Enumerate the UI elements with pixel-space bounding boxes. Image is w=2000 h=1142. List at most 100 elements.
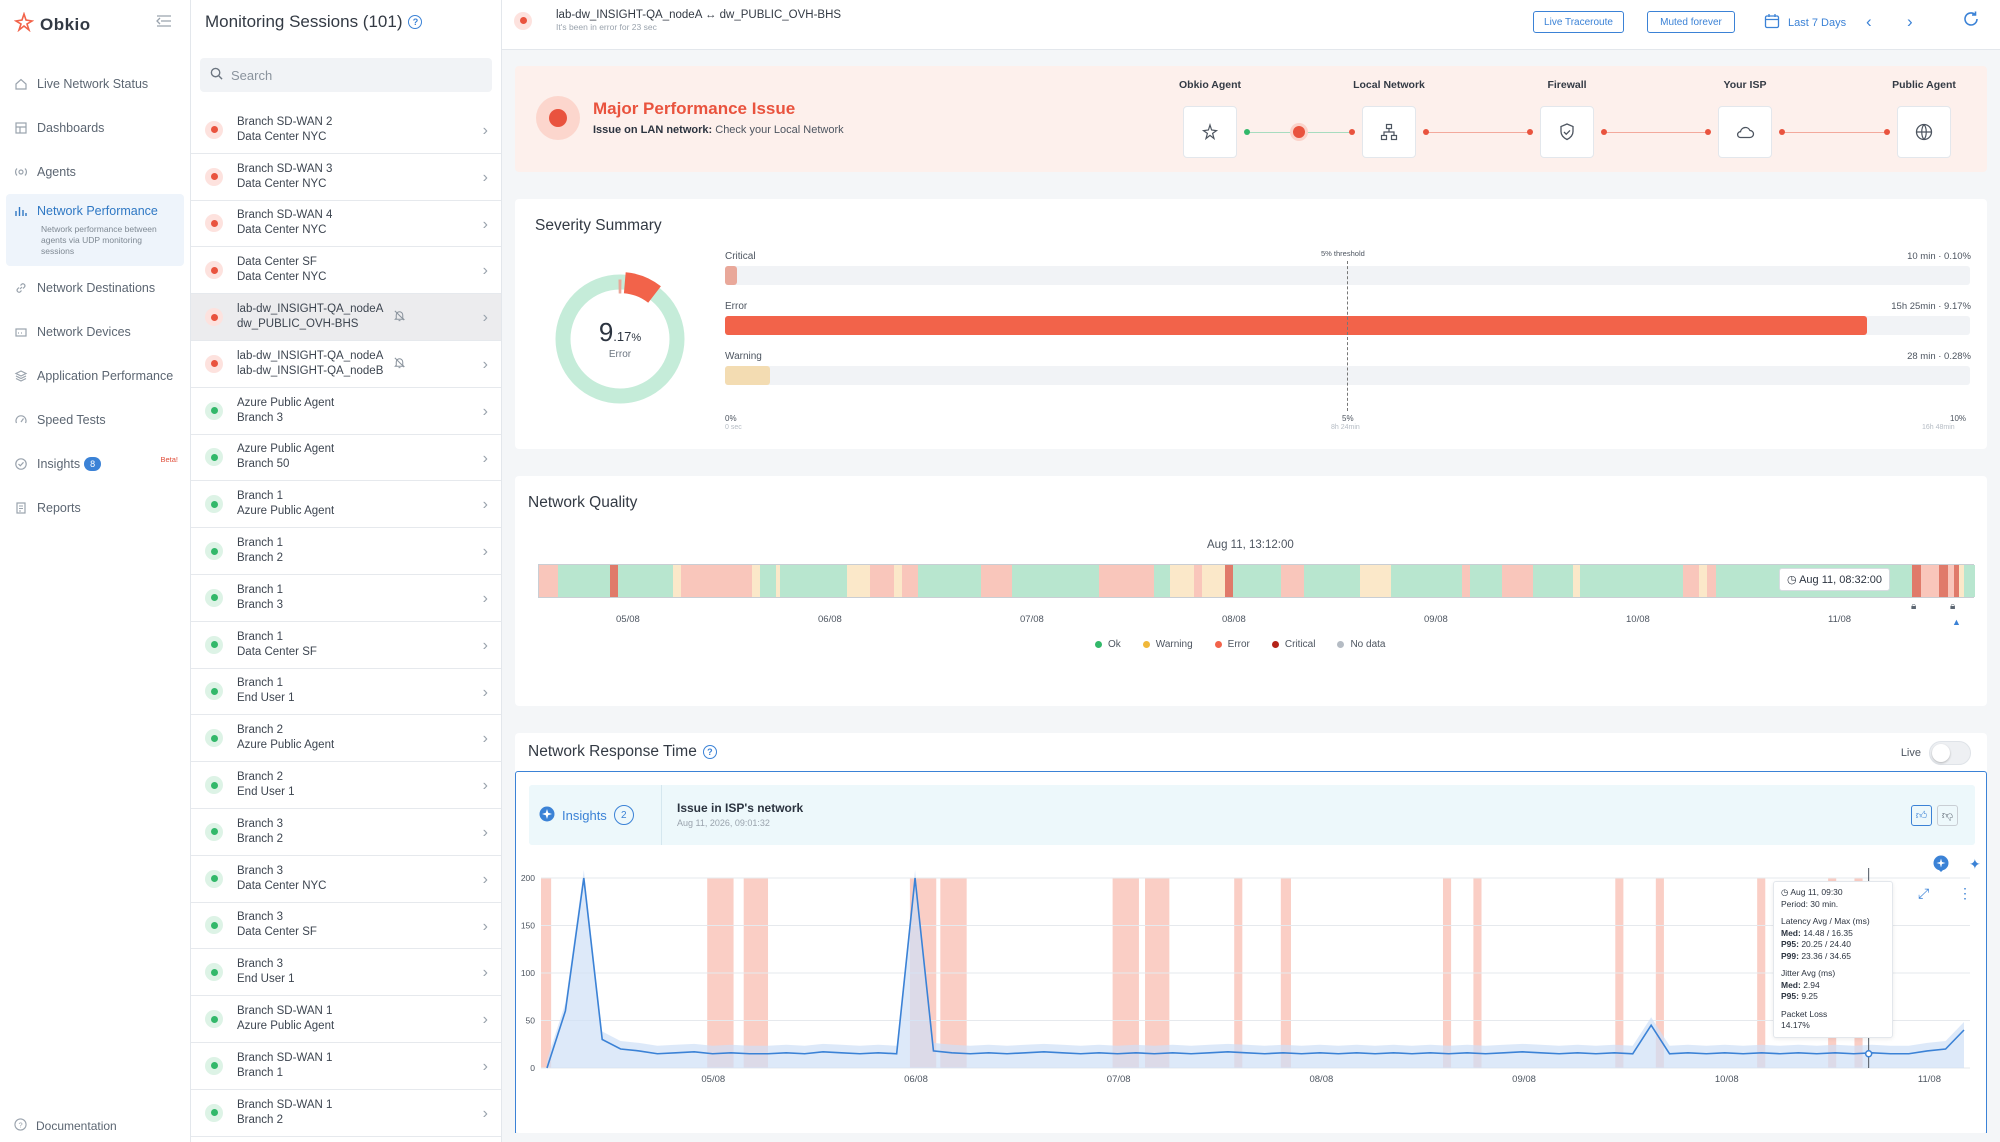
legend-label: Error bbox=[1227, 639, 1250, 650]
legend-item[interactable]: No data bbox=[1337, 639, 1385, 650]
session-row[interactable]: Branch 1 Branch 3 › bbox=[191, 575, 501, 622]
session-names: Branch SD-WAN 1 Azure Public Agent bbox=[237, 1004, 334, 1034]
session-names: Azure Public Agent Branch 3 bbox=[237, 396, 334, 426]
muted-button[interactable]: Muted forever bbox=[1647, 11, 1735, 33]
sessions-list: Branch SD-WAN 2 Data Center NYC › Branch… bbox=[191, 107, 501, 1137]
insights-count-badge: 8 bbox=[84, 457, 102, 471]
session-row[interactable]: Azure Public Agent Branch 50 › bbox=[191, 435, 501, 482]
globe-icon[interactable] bbox=[1897, 106, 1951, 158]
refresh-icon[interactable] bbox=[1962, 10, 1980, 34]
session-row[interactable]: Branch 2 End User 1 › bbox=[191, 762, 501, 809]
session-row[interactable]: Data Center SF Data Center NYC › bbox=[191, 247, 501, 295]
session-row[interactable]: Branch 1 End User 1 › bbox=[191, 669, 501, 716]
nav-item-network-performance[interactable]: Network Performance Network performance b… bbox=[6, 194, 184, 266]
nav-item-dashboards[interactable]: Dashboards bbox=[6, 106, 184, 150]
hover-time: Aug 11, 13:12:00 bbox=[1207, 539, 1294, 551]
session-names: Branch 2 End User 1 bbox=[237, 770, 295, 800]
legend-item[interactable]: Error bbox=[1214, 639, 1250, 650]
help-icon[interactable]: ? bbox=[408, 15, 423, 29]
help-icon[interactable]: ? bbox=[702, 745, 717, 759]
status-error-icon bbox=[205, 261, 223, 280]
session-source: lab-dw_INSIGHT-QA_nodeA bbox=[237, 349, 384, 362]
severity-row-label: Critical bbox=[725, 251, 756, 262]
obkio-agent-icon[interactable] bbox=[1183, 106, 1237, 158]
nav-item-agents[interactable]: Agents bbox=[6, 150, 184, 194]
nav-item-label: Dashboards bbox=[37, 121, 105, 135]
session-destination: Data Center NYC bbox=[237, 271, 327, 284]
insight-marker-icon[interactable] bbox=[1933, 855, 1949, 876]
session-row[interactable]: Branch 3 End User 1 › bbox=[191, 949, 501, 997]
chevron-right-icon: › bbox=[482, 777, 488, 795]
nav-item-insights[interactable]: Insights 8 Beta! bbox=[6, 442, 184, 486]
session-row[interactable]: Branch 3 Data Center SF › bbox=[191, 903, 501, 950]
session-row[interactable]: Branch SD-WAN 3 Data Center NYC › bbox=[191, 154, 501, 201]
legend-item[interactable]: Ok bbox=[1095, 639, 1121, 650]
shield-icon[interactable] bbox=[1540, 106, 1594, 158]
legend-item[interactable]: Warning bbox=[1142, 639, 1193, 650]
sparkle-icon[interactable]: ✦ bbox=[1969, 856, 1981, 872]
lock-icon[interactable]: 🔒︎ bbox=[1950, 601, 1956, 612]
thumbs-down-icon[interactable]: 👎︎ bbox=[1937, 805, 1958, 826]
documentation-link[interactable]: ? Documentation bbox=[14, 1118, 117, 1134]
session-row[interactable]: Branch SD-WAN 1 Branch 2 › bbox=[191, 1090, 501, 1137]
cloud-icon[interactable] bbox=[1718, 106, 1772, 158]
session-row[interactable]: Azure Public Agent Branch 3 › bbox=[191, 388, 501, 435]
next-range-icon[interactable]: › bbox=[1907, 12, 1913, 31]
session-row[interactable]: lab-dw_INSIGHT-QA_nodeA dw_PUBLIC_OVH-BH… bbox=[191, 294, 501, 341]
response-time-chart[interactable]: 0 50 100 150 200 05/08 06/08 07/08 08/08 09/08 10/… bbox=[515, 858, 1987, 1133]
severity-fill[interactable] bbox=[725, 366, 771, 385]
date-range-selector[interactable]: Last 7 Days bbox=[1764, 13, 1846, 32]
live-traceroute-button[interactable]: Live Traceroute bbox=[1533, 11, 1624, 33]
insights-tab[interactable]: Insights 2 bbox=[539, 805, 634, 825]
session-row[interactable]: Branch SD-WAN 1 Branch 1 › bbox=[191, 1043, 501, 1090]
lock-icon[interactable]: 🔒︎ bbox=[1911, 601, 1917, 612]
quality-timeline[interactable] bbox=[538, 564, 1975, 598]
nav-item-network-devices[interactable]: Network Devices bbox=[6, 310, 184, 354]
live-toggle[interactable]: Live bbox=[1901, 741, 1971, 765]
previous-range-icon[interactable]: ‹ bbox=[1866, 12, 1872, 31]
legend-item[interactable]: Critical bbox=[1271, 639, 1315, 650]
issue-status-icon bbox=[536, 96, 580, 140]
search-input[interactable] bbox=[231, 67, 471, 83]
path-label: Local Network bbox=[1353, 79, 1425, 91]
nav-item-reports[interactable]: Reports bbox=[6, 486, 184, 530]
session-row[interactable]: Branch 1 Branch 2 › bbox=[191, 528, 501, 575]
nav-item-network-destinations[interactable]: Network Destinations bbox=[6, 266, 184, 310]
cursor-point bbox=[1864, 1050, 1873, 1058]
session-row[interactable]: Branch SD-WAN 4 Data Center NYC › bbox=[191, 201, 501, 248]
session-row[interactable]: Branch 3 Branch 2 › bbox=[191, 809, 501, 856]
live-switch[interactable] bbox=[1929, 741, 1971, 765]
session-destination: Branch 2 bbox=[237, 552, 284, 565]
severity-fill[interactable] bbox=[725, 266, 738, 285]
session-row[interactable]: Branch 1 Azure Public Agent › bbox=[191, 481, 501, 529]
session-row[interactable]: Branch SD-WAN 2 Data Center NYC › bbox=[191, 107, 501, 154]
nav-item-application-performance[interactable]: Application Performance bbox=[6, 354, 184, 398]
y-tick-label: 100 bbox=[521, 968, 535, 978]
obkio-logo[interactable]: Obkio bbox=[13, 11, 91, 37]
session-destination: Branch 2 bbox=[237, 832, 284, 845]
chevron-right-icon: › bbox=[482, 355, 488, 373]
nav-item-live-network-status[interactable]: Live Network Status bbox=[6, 62, 184, 106]
thumbs-up-icon[interactable]: 👍︎ bbox=[1911, 805, 1932, 826]
beta-tag: Beta! bbox=[160, 455, 178, 464]
session-row[interactable]: lab-dw_INSIGHT-QA_nodeA lab-dw_INSIGHT-Q… bbox=[191, 341, 501, 388]
session-row[interactable]: Branch SD-WAN 1 Azure Public Agent › bbox=[191, 996, 501, 1043]
session-destination: End User 1 bbox=[237, 692, 295, 705]
session-names: Branch SD-WAN 4 Data Center NYC bbox=[237, 208, 332, 238]
session-row[interactable]: Branch 1 Data Center SF › bbox=[191, 622, 501, 669]
severity-fill[interactable] bbox=[725, 316, 1867, 335]
session-destination: Data Center NYC bbox=[237, 224, 327, 237]
insight-bar: Insights 2 Issue in ISP's network Aug 11… bbox=[529, 785, 1975, 845]
search-box[interactable] bbox=[200, 58, 492, 92]
session-source: Branch 3 bbox=[237, 958, 284, 971]
nav-item-speed-tests[interactable]: Speed Tests bbox=[6, 398, 184, 442]
session-row[interactable]: Branch 3 Data Center NYC › bbox=[191, 856, 501, 903]
quality-segment-ok bbox=[1012, 565, 1060, 597]
network-tree-icon[interactable] bbox=[1362, 106, 1416, 158]
session-source: Branch 3 bbox=[237, 864, 284, 877]
more-options-icon[interactable]: ⋮ bbox=[1958, 885, 1972, 901]
session-row[interactable]: Branch 2 Azure Public Agent › bbox=[191, 715, 501, 763]
network-quality-card: Network Quality Aug 11, 13:12:00 ◷ Aug 1… bbox=[515, 476, 1987, 706]
expand-icon[interactable]: ⤢ bbox=[1918, 885, 1930, 901]
collapse-menu-icon[interactable] bbox=[156, 14, 174, 30]
